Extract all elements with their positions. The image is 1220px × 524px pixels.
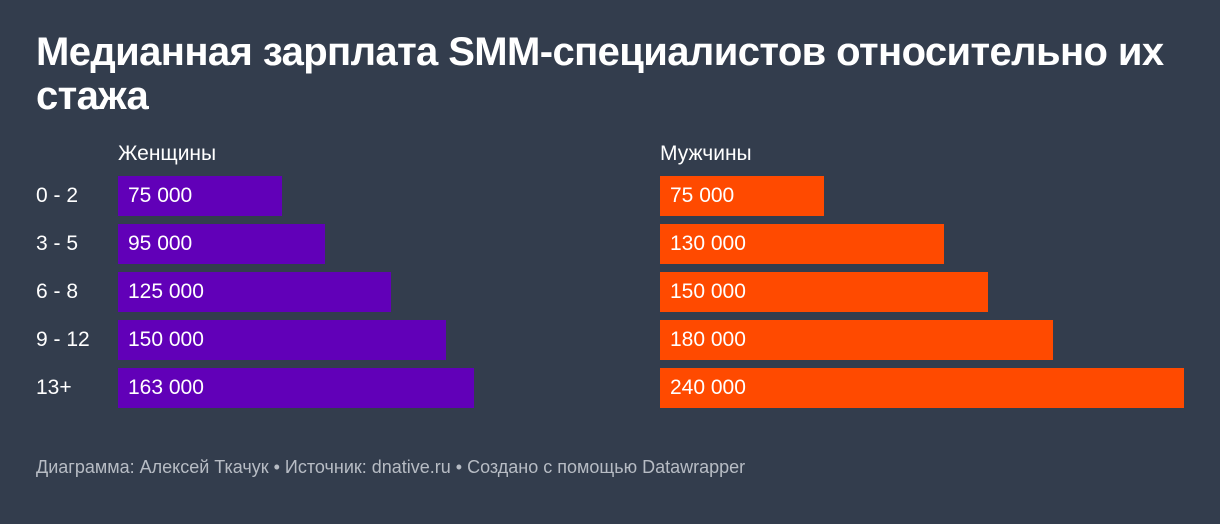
bar-series-1 [660,368,1184,408]
bar-series-0 [118,176,282,216]
category-label: 3 - 5 [36,232,79,255]
bar-value-label: 180 000 [670,328,746,351]
bar-series-1 [660,224,944,264]
bar-series-0 [118,272,391,312]
bar-value-label: 95 000 [128,232,193,255]
bar-value-label: 75 000 [128,184,193,207]
bar-value-label: 75 000 [670,184,735,207]
bar-value-label: 150 000 [670,280,746,303]
bar-series-1 [660,320,1053,360]
category-label: 0 - 2 [36,184,79,207]
chart-title: Медианная зарплата SMM-специалистов отно… [36,30,1164,118]
bar-series-0 [118,320,446,360]
category-label: 9 - 12 [36,328,90,351]
bar-value-label: 125 000 [128,280,204,303]
bar-value-label: 130 000 [670,232,746,255]
panel-title-series-0: Женщины [118,142,217,165]
panel-title-series-1: Мужчины [660,142,752,165]
category-label: 6 - 8 [36,280,79,303]
footer-credits: Диаграмма: Алексей Ткачук • Источник: dn… [36,457,746,477]
category-label: 13+ [36,376,72,399]
bar-series-1 [660,272,988,312]
bar-value-label: 163 000 [128,376,204,399]
bar-series-1 [660,176,824,216]
bar-series-0 [118,224,325,264]
bar-value-label: 150 000 [128,328,204,351]
bar-value-label: 240 000 [670,376,746,399]
bar-series-0 [118,368,474,408]
